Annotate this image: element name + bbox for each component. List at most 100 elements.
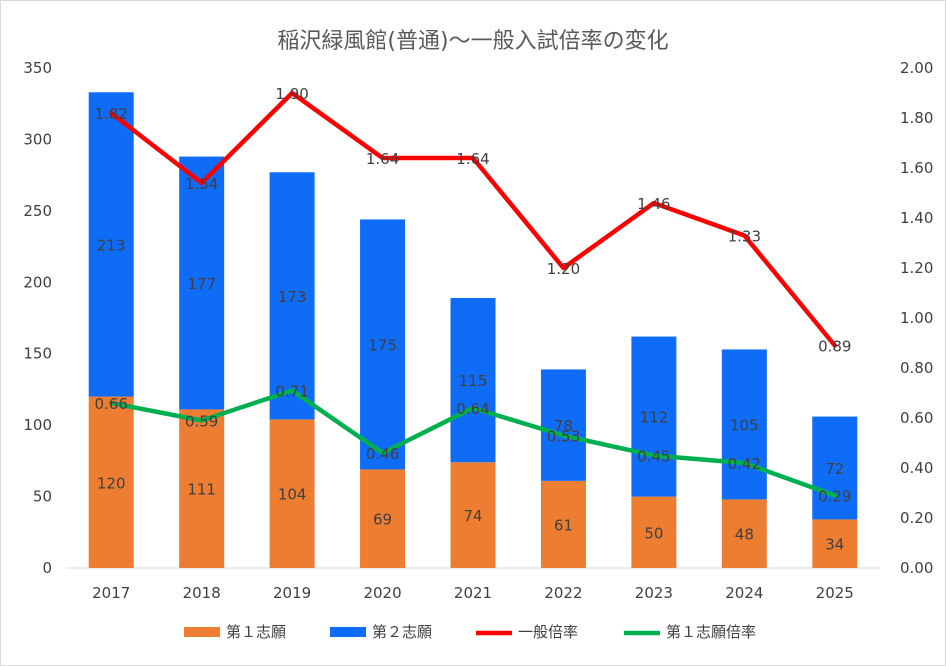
x-axis-tick-label: 2017	[92, 584, 130, 602]
line-labels: 1.82 1.54 1.90 1.64 1.64 1.20 1.46 1.33 0.89 0.66…	[95, 85, 852, 506]
legend-general-ratio-label: 一般倍率	[518, 623, 578, 641]
right-axis-tick-label: 0.00	[900, 559, 933, 577]
bar-second-choice	[179, 156, 225, 410]
left-axis-tick-label: 0	[42, 559, 52, 577]
bar-data-label: 213	[97, 236, 126, 254]
bar-labels: 120 213 111 177 104 173 69 175 74 115 61 78 50 112 48 1…	[97, 236, 844, 553]
first-choice-ratio-label: 0.53	[547, 428, 580, 446]
bar-data-label: 48	[735, 526, 754, 544]
right-axis-tick-label: 1.20	[900, 259, 933, 277]
bar-data-label: 61	[554, 516, 573, 534]
first-choice-ratio-label: 0.29	[818, 488, 851, 506]
legend: 第１志願 第２志願 一般倍率 第１志願倍率	[184, 623, 756, 641]
left-axis-tick-label: 250	[23, 202, 52, 220]
bar-data-label: 115	[459, 372, 488, 390]
lines	[108, 90, 838, 498]
x-axis-tick-label: 2019	[273, 584, 311, 602]
general-ratio-label: 0.89	[818, 338, 851, 356]
first-choice-ratio-label: 0.66	[95, 395, 128, 413]
left-axis-tick-label: 350	[23, 59, 52, 77]
first-choice-ratio-label: 0.46	[366, 445, 399, 463]
right-axis-tick-label: 0.20	[900, 509, 933, 527]
x-axis-tick-label: 2021	[454, 584, 492, 602]
right-axis-tick-label: 0.80	[900, 359, 933, 377]
bar-data-label: 104	[278, 486, 307, 504]
bar-first-choice	[631, 496, 677, 568]
legend-first-choice-swatch	[184, 627, 220, 637]
x-axis-tick-label: 2018	[183, 584, 221, 602]
x-axis-tick-label: 2024	[725, 584, 763, 602]
x-axis-tick-label: 2023	[635, 584, 673, 602]
x-axis: 2017 2018 2019 2020 2021 2022 2023 2024 2025	[66, 567, 880, 602]
bar-data-label: 78	[554, 417, 573, 435]
right-axis-tick-label: 2.00	[900, 59, 933, 77]
bar-second-choice	[812, 416, 858, 520]
bar-first-choice	[360, 469, 406, 568]
bars	[88, 92, 858, 568]
first-choice-ratio-label: 0.45	[637, 448, 670, 466]
right-axis-tick-label: 1.00	[900, 309, 933, 327]
x-axis-tick-label: 2025	[816, 584, 854, 602]
right-axis-tick-label: 1.40	[900, 209, 933, 227]
bar-data-label: 175	[368, 336, 397, 354]
bar-second-choice	[721, 349, 767, 500]
bar-first-choice	[269, 419, 315, 568]
bar-first-choice	[88, 396, 134, 568]
first-choice-ratio-label: 0.64	[456, 400, 489, 418]
bar-second-choice	[269, 172, 315, 420]
bar-data-label: 105	[730, 416, 759, 434]
bar-first-choice	[179, 409, 225, 568]
general-ratio-label: 1.20	[547, 260, 580, 278]
bar-first-choice	[540, 480, 586, 568]
general-ratio-label: 1.46	[637, 195, 670, 213]
bar-data-label: 173	[278, 288, 307, 306]
first-choice-ratio-label: 0.59	[185, 413, 218, 431]
left-axis-tick-label: 100	[23, 416, 52, 434]
right-axis-tick-label: 1.80	[900, 109, 933, 127]
general-ratio-label: 1.64	[456, 150, 489, 168]
chart-title: 稲沢緑風館(普通)〜一般入試倍率の変化	[277, 29, 668, 54]
bar-second-choice	[450, 298, 496, 463]
general-ratio-line	[108, 90, 838, 348]
general-ratio-label: 1.54	[185, 175, 218, 193]
left-axis-tick-label: 300	[23, 130, 52, 148]
right-axis-tick-label: 1.60	[900, 159, 933, 177]
x-axis-tick-label: 2022	[544, 584, 582, 602]
bar-first-choice	[812, 519, 858, 568]
bar-data-label: 111	[187, 481, 216, 499]
bar-data-label: 177	[187, 275, 216, 293]
bar-second-choice	[540, 369, 586, 481]
general-ratio-label: 1.33	[728, 228, 761, 246]
bar-second-choice	[631, 336, 677, 497]
left-axis-tick-label: 50	[33, 488, 52, 506]
bar-data-label: 112	[640, 409, 669, 427]
legend-first-choice-label: 第１志願	[226, 623, 286, 641]
x-axis-tick-label: 2020	[363, 584, 401, 602]
general-ratio-label: 1.64	[366, 150, 399, 168]
bar-second-choice	[88, 92, 134, 397]
legend-first-choice-ratio-label: 第１志願倍率	[666, 623, 756, 641]
right-axis-tick-label: 0.40	[900, 459, 933, 477]
legend-second-choice-label: 第２志願	[372, 623, 432, 641]
left-axis-tick-label: 200	[23, 273, 52, 291]
general-ratio-label: 1.90	[275, 85, 308, 103]
bar-data-label: 69	[373, 511, 392, 529]
left-axis: 0 50 100 150 200 250 300 350	[23, 59, 52, 577]
bar-data-label: 72	[825, 460, 844, 478]
general-ratio-label: 1.82	[95, 105, 128, 123]
bar-first-choice	[721, 499, 767, 568]
first-choice-ratio-label: 0.71	[275, 383, 308, 401]
right-axis: 0.00 0.20 0.40 0.60 0.80 1.00 1.20 1.40 1.60 1.80…	[900, 59, 933, 577]
bar-data-label: 74	[463, 507, 482, 525]
legend-second-choice-swatch	[330, 627, 366, 637]
bar-first-choice	[450, 462, 496, 568]
bar-data-label: 120	[97, 474, 126, 492]
bar-data-label: 34	[825, 536, 844, 554]
bar-second-choice	[360, 219, 406, 470]
left-axis-tick-label: 150	[23, 345, 52, 363]
bar-data-label: 50	[644, 524, 663, 542]
first-choice-ratio-line	[108, 388, 838, 498]
first-choice-ratio-label: 0.42	[728, 455, 761, 473]
right-axis-tick-label: 0.60	[900, 409, 933, 427]
